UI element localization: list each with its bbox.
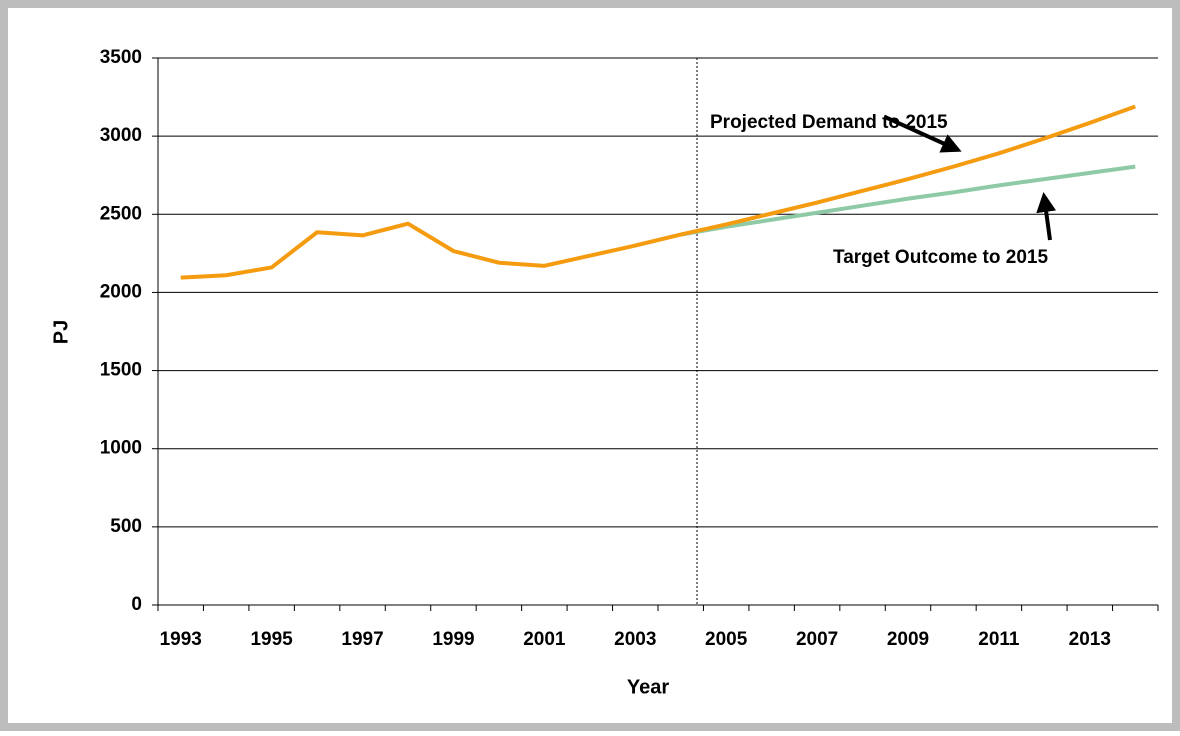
x-tick-label: 2013 bbox=[1069, 629, 1111, 650]
y-tick-label: 1500 bbox=[100, 360, 142, 381]
x-tick-label: 1999 bbox=[432, 629, 474, 650]
x-tick-label: 1995 bbox=[250, 629, 293, 650]
annotation: Target Outcome to 2015 bbox=[833, 247, 1048, 268]
y-tick-label: 0 bbox=[131, 594, 142, 615]
x-tick-label: 2009 bbox=[887, 629, 929, 650]
line-series bbox=[180, 104, 1136, 280]
y-axis-title: PJ bbox=[50, 320, 72, 344]
x-tick-label: 2007 bbox=[796, 629, 838, 650]
y-tick-label: 500 bbox=[110, 516, 142, 537]
annotation-arrow bbox=[884, 115, 962, 153]
line-series bbox=[680, 164, 1136, 237]
grid: 0 500 1000 1500 2000 2500 3000 3500 1993 1995 1997… bbox=[100, 47, 1159, 650]
y-tick-label: 2000 bbox=[100, 281, 142, 302]
x-tick-label: 1997 bbox=[341, 629, 383, 650]
x-tick-label: 2005 bbox=[705, 629, 748, 650]
x-tick-label: 2003 bbox=[614, 629, 656, 650]
x-tick-label: 1993 bbox=[160, 629, 202, 650]
y-tick-label: 3500 bbox=[100, 47, 142, 68]
plot bbox=[180, 104, 1136, 280]
y-tick-label: 2500 bbox=[100, 203, 142, 224]
annotation-arrow bbox=[1036, 192, 1057, 241]
x-axis-title: Year bbox=[627, 676, 669, 698]
y-tick-label: 1000 bbox=[100, 438, 142, 459]
x-tick-label: 2011 bbox=[978, 629, 1020, 650]
y-tick-label: 3000 bbox=[100, 125, 142, 146]
x-tick-label: 2001 bbox=[523, 629, 566, 650]
